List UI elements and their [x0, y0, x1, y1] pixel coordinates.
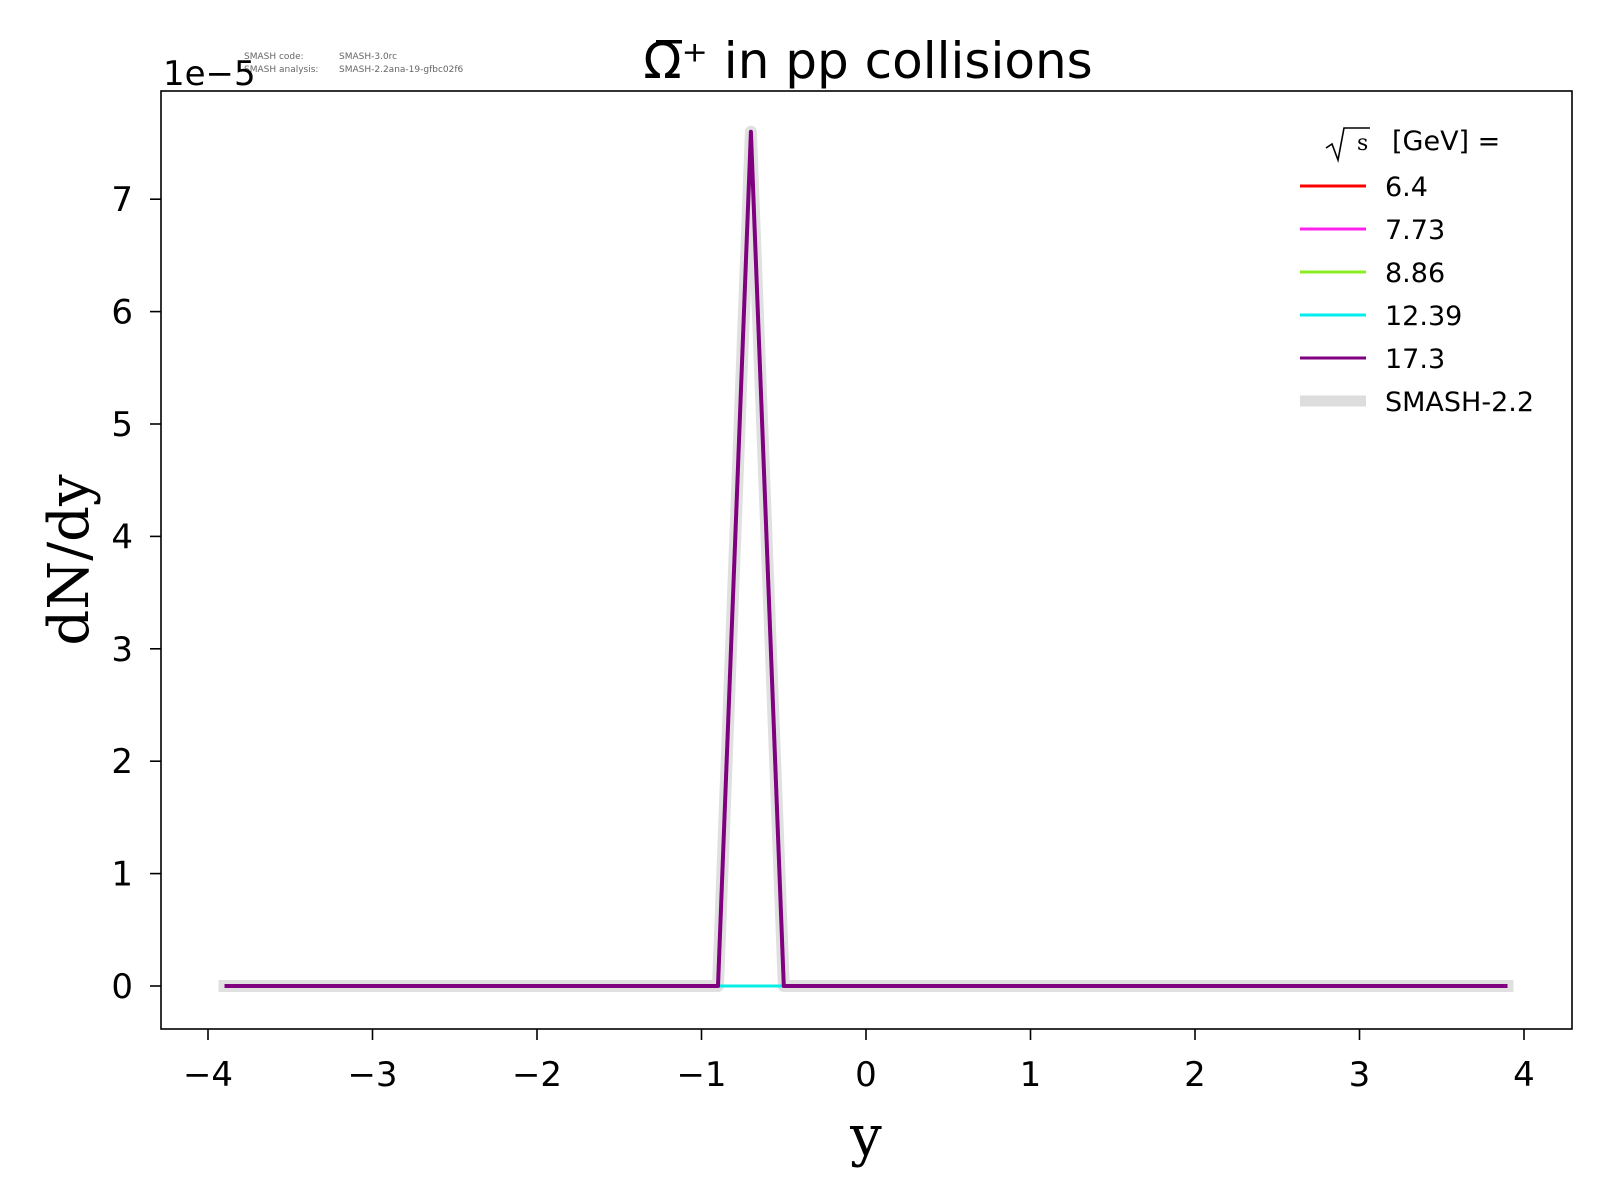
- x-tick-label: 2: [1184, 1055, 1206, 1095]
- y-tick-label: 6: [111, 293, 133, 333]
- legend-label-7-73: 7.73: [1385, 215, 1445, 246]
- smash-code-label: SMASH code: SMASH-3.0rc: [244, 52, 397, 62]
- y-axis-label: dN/dy: [37, 474, 102, 646]
- y-tick-label: 3: [111, 630, 133, 670]
- x-axis: −4 −3 −2 −1 0 1 2 3 4: [183, 1029, 1535, 1095]
- series-line-17-3: [224, 129, 1508, 988]
- sqrt-icon: [1325, 127, 1370, 163]
- x-tick-label: −4: [183, 1055, 233, 1095]
- legend-title-text: [GeV] =: [1392, 126, 1500, 157]
- y-tick-label: 0: [111, 967, 133, 1007]
- x-tick-label: −3: [347, 1055, 397, 1095]
- x-tick-label: −2: [512, 1055, 562, 1095]
- legend-label-8-86: 8.86: [1385, 258, 1445, 289]
- x-tick-label: 1: [1020, 1055, 1042, 1095]
- legend-label-12-39: 12.39: [1385, 301, 1462, 332]
- x-tick-label: 4: [1513, 1055, 1535, 1095]
- y-tick-label: 4: [111, 517, 133, 557]
- x-tick-label: −1: [676, 1055, 726, 1095]
- y-tick-label: 5: [111, 405, 133, 445]
- y-tick-label: 2: [111, 742, 133, 782]
- series-line-smash-2-2: [218, 125, 1514, 992]
- legend-label-6-4: 6.4: [1385, 172, 1428, 203]
- x-axis-label: y: [849, 1104, 882, 1169]
- x-tick-label: 3: [1349, 1055, 1371, 1095]
- series-layer: [218, 125, 1514, 992]
- legend-title: s [GeV] =: [1325, 126, 1500, 163]
- legend-entries: 6.4 7.73 8.86 12.39 17.3 SMASH-2.2: [1300, 172, 1534, 418]
- legend-label-17-3: 17.3: [1385, 344, 1445, 375]
- chart-title: Ω̅⁺ in pp collisions: [643, 32, 1092, 90]
- legend: s [GeV] = 6.4 7.73 8.86 12.39 17.3 SMASH-2.2: [1300, 126, 1534, 418]
- plot-frame: [160, 90, 1573, 1030]
- y-tick-label: 1: [111, 855, 133, 895]
- x-tick-label: 0: [855, 1055, 877, 1095]
- smash-analysis-label: SMASH analysis: SMASH-2.2ana-19-gfbc02f6: [244, 65, 464, 75]
- legend-title-symbol-s: s: [1357, 131, 1368, 156]
- y-axis: 0 1 2 3 4 5 6 7: [111, 180, 161, 1007]
- y-tick-label: 7: [111, 180, 133, 220]
- plot-area: [218, 125, 1514, 992]
- y-offset-text: 1e−5: [163, 54, 256, 94]
- legend-label-SMASH-2-2: SMASH-2.2: [1385, 387, 1534, 418]
